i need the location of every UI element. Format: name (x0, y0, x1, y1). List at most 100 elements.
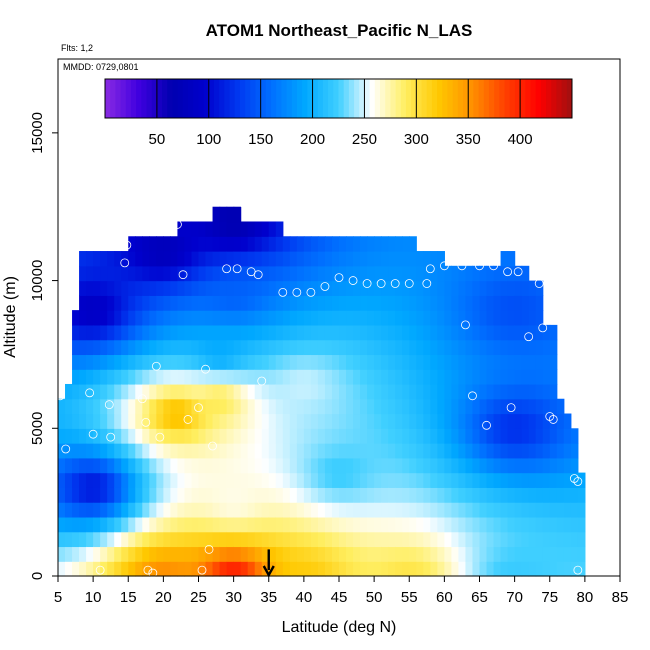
heatmap-cell (79, 251, 87, 267)
heatmap-cell (219, 280, 228, 296)
heatmap-cell (240, 413, 249, 429)
heatmap-cell (149, 236, 157, 252)
heatmap-cell (261, 265, 270, 282)
y-tick-label: 15000 (29, 112, 46, 154)
heatmap-cell (324, 310, 333, 326)
heatmap-cell (353, 236, 361, 252)
heatmap-cell (149, 472, 157, 488)
heatmap-cell (465, 280, 474, 296)
heatmap-cell (339, 354, 347, 370)
heatmap-cell (275, 383, 284, 400)
heatmap-cell (282, 428, 291, 444)
heatmap-cell (437, 354, 445, 370)
heatmap-cell (388, 472, 396, 488)
heatmap-cell (514, 472, 523, 488)
heatmap-cell (563, 487, 572, 503)
heatmap-cell (493, 457, 502, 474)
heatmap-cell (247, 487, 256, 503)
heatmap-cell (549, 561, 558, 577)
heatmap-cell (156, 251, 164, 267)
colorbar-swatch (431, 79, 438, 118)
heatmap-cell (444, 428, 452, 444)
colorbar-swatch (390, 79, 397, 118)
heatmap-cell (409, 428, 417, 444)
heatmap-cell (184, 428, 193, 444)
heatmap-cell (451, 472, 460, 488)
heatmap-cell (247, 236, 256, 252)
heatmap-cell (507, 561, 516, 577)
heatmap-cell (93, 502, 101, 518)
heatmap-cell (331, 383, 340, 400)
heatmap-cell (381, 295, 389, 311)
heatmap-cell (149, 487, 157, 503)
colorbar-swatch (395, 79, 402, 118)
heatmap-cell (324, 561, 333, 577)
heatmap-cell (79, 413, 87, 429)
heatmap-cell (128, 398, 136, 415)
colorbar-swatch (400, 79, 407, 118)
heatmap-cell (317, 369, 326, 385)
heatmap-cell (156, 354, 164, 370)
colorbar-swatch (130, 79, 137, 118)
heatmap-cell (472, 280, 481, 296)
heatmap-cell (514, 383, 523, 400)
heatmap-cell (514, 280, 523, 296)
heatmap-cell (500, 280, 509, 296)
heatmap-cell (233, 443, 242, 459)
heatmap-cell (339, 369, 347, 385)
heatmap-cell (310, 251, 319, 267)
heatmap-cell (479, 265, 488, 282)
heatmap-cell (339, 457, 347, 474)
heatmap-cell (416, 443, 424, 459)
heatmap-cell (86, 383, 94, 400)
heatmap-cell (381, 457, 389, 474)
heatmap-cell (402, 546, 410, 562)
observation-point (197, 565, 207, 575)
heatmap-cell (205, 443, 214, 459)
heatmap-cell (493, 265, 502, 282)
heatmap-cell (142, 546, 150, 562)
heatmap-cell (79, 295, 87, 311)
heatmap-cell (437, 457, 445, 474)
heatmap-cell (254, 251, 263, 267)
heatmap-cell (535, 502, 544, 518)
heatmap-cell (479, 354, 488, 370)
heatmap-cell (479, 310, 488, 326)
observation-point (104, 400, 114, 410)
heatmap-cell (430, 443, 438, 459)
heatmap-cell (353, 280, 361, 296)
observation-point (404, 279, 414, 288)
heatmap-cell (395, 546, 403, 562)
heatmap-cell (198, 251, 207, 267)
heatmap-cell (374, 398, 382, 415)
heatmap-cell (303, 324, 312, 341)
heatmap-cell (156, 487, 164, 503)
heatmap-cell (416, 502, 424, 518)
heatmap-cell (549, 443, 558, 459)
heatmap-cell (275, 295, 284, 311)
observation-point (257, 376, 267, 386)
heatmap-cell (528, 398, 537, 415)
heatmap-cell (409, 383, 417, 400)
heatmap-cell (65, 472, 73, 488)
heatmap-cell (212, 443, 221, 459)
heatmap-cell (240, 561, 249, 577)
heatmap-cell (535, 531, 544, 548)
heatmap-cell (430, 546, 438, 562)
heatmap-cell (479, 324, 488, 341)
heatmap-cell (430, 561, 438, 577)
heatmap-cell (72, 369, 80, 385)
heatmap-cell (472, 383, 481, 400)
heatmap-cell (275, 280, 284, 296)
heatmap-cell (107, 310, 115, 326)
heatmap-cell (353, 265, 361, 282)
heatmap-cell (289, 280, 298, 296)
heatmap-cell (79, 280, 87, 296)
heatmap-cell (142, 280, 150, 296)
heatmap-cell (282, 251, 291, 267)
heatmap-cell (395, 354, 403, 370)
heatmap-cell (268, 502, 277, 518)
heatmap-cell (528, 354, 537, 370)
heatmap-cell (121, 443, 129, 459)
heatmap-cell (268, 398, 277, 415)
